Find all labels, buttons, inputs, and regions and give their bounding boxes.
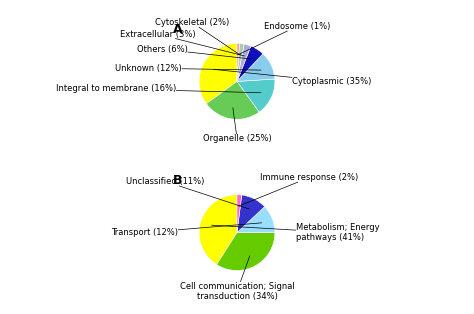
Text: Cytoskeletal (2%): Cytoskeletal (2%)	[155, 18, 240, 55]
Wedge shape	[237, 79, 275, 112]
Text: Cytoplasmic (35%): Cytoplasmic (35%)	[213, 69, 371, 86]
Wedge shape	[237, 44, 251, 81]
Wedge shape	[237, 195, 264, 233]
Text: Unknown (12%): Unknown (12%)	[115, 64, 261, 73]
Text: A: A	[173, 23, 182, 36]
Text: Cell communication; Signal
transduction (34%): Cell communication; Signal transduction …	[180, 256, 294, 301]
Wedge shape	[237, 54, 275, 81]
Wedge shape	[199, 44, 237, 104]
Text: Endosome (1%): Endosome (1%)	[238, 22, 330, 55]
Text: Extracellular (3%): Extracellular (3%)	[120, 30, 245, 56]
Wedge shape	[237, 44, 244, 81]
Text: Unclassified (11%): Unclassified (11%)	[127, 177, 249, 209]
Text: Organelle (25%): Organelle (25%)	[202, 108, 272, 143]
Wedge shape	[206, 81, 259, 119]
Text: B: B	[173, 174, 182, 187]
Text: Integral to membrane (16%): Integral to membrane (16%)	[56, 84, 261, 94]
Wedge shape	[217, 233, 275, 270]
Text: Transport (12%): Transport (12%)	[111, 223, 262, 237]
Wedge shape	[237, 46, 263, 81]
Wedge shape	[237, 44, 239, 81]
Wedge shape	[237, 195, 242, 233]
Text: Immune response (2%): Immune response (2%)	[239, 173, 358, 206]
Wedge shape	[199, 195, 237, 265]
Text: Metabolism; Energy
pathways (41%): Metabolism; Energy pathways (41%)	[211, 223, 379, 242]
Text: Others (6%): Others (6%)	[137, 45, 251, 59]
Wedge shape	[237, 207, 275, 233]
